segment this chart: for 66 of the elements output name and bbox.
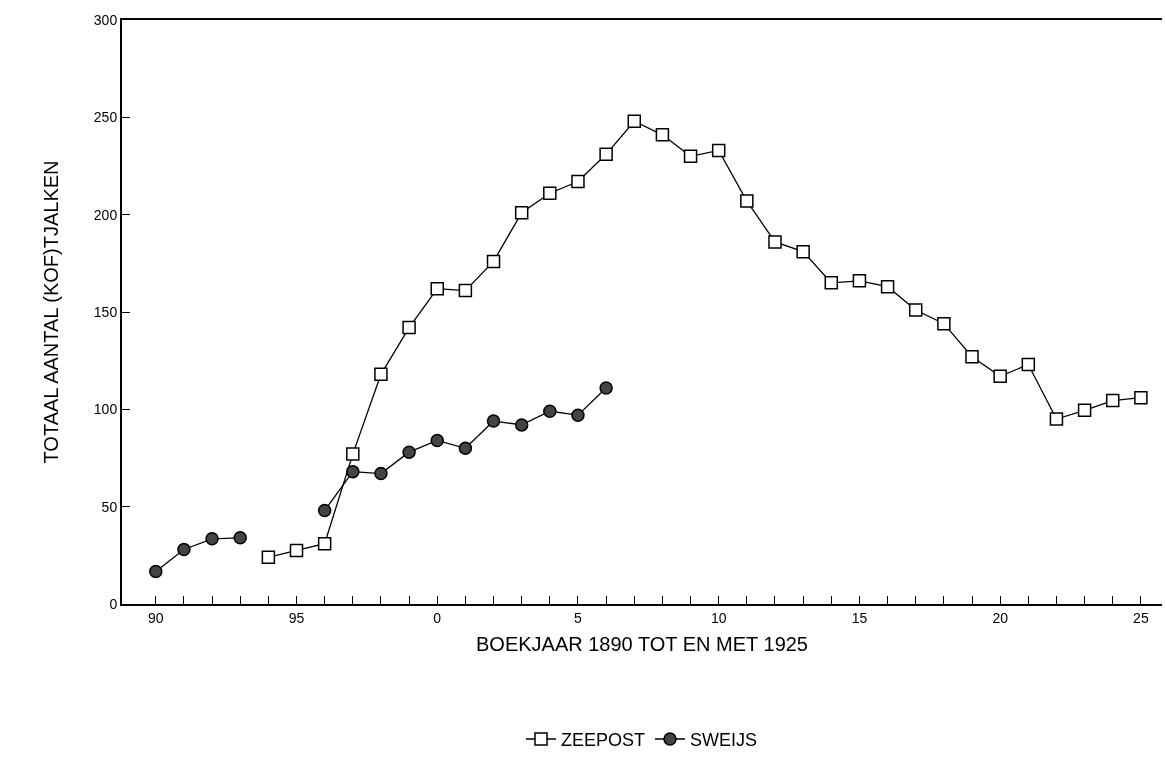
point (655, 128, 670, 142)
y-tick-label: 250 (93, 109, 118, 126)
point (261, 550, 276, 565)
point (1077, 403, 1092, 418)
point (1049, 412, 1064, 426)
point (430, 433, 444, 448)
x-tick-label: 20 (992, 609, 1009, 626)
y-axis-title: TOTAAL AANTAL (KOF)TJALKEN (39, 160, 62, 464)
point (177, 542, 191, 557)
point (289, 543, 304, 558)
point (514, 205, 529, 220)
x-tick-label: 0 (433, 609, 442, 626)
point (740, 194, 754, 208)
point (1105, 393, 1120, 408)
point (233, 531, 247, 545)
point (543, 404, 557, 419)
point (430, 281, 444, 296)
point (880, 279, 895, 294)
point (486, 254, 501, 269)
y-tick-label: 150 (93, 303, 118, 320)
point (543, 186, 557, 200)
x-tick-label: 10 (710, 609, 727, 626)
x-axis-title: BOEKJAAR 1890 TOT EN MET 1925 (475, 632, 809, 655)
point (205, 532, 219, 546)
y-tick-label: 300 (93, 11, 118, 28)
point (1134, 390, 1148, 405)
point (599, 381, 613, 395)
point (458, 283, 473, 298)
point (374, 367, 388, 382)
point (796, 244, 810, 259)
point (683, 149, 698, 164)
x-tick-label: 5 (574, 609, 583, 626)
x-tick-label: 15 (851, 609, 868, 626)
point (627, 114, 642, 128)
point (1021, 357, 1036, 372)
point (852, 274, 867, 288)
y-tick-label: 100 (93, 401, 118, 418)
x-tick-label: 25 (1133, 609, 1149, 626)
point (402, 320, 416, 335)
point (599, 147, 613, 162)
y-tick-label: 50 (101, 498, 118, 515)
point (824, 276, 839, 290)
point (514, 418, 529, 432)
y-tick-label: 0 (109, 595, 118, 612)
point (458, 441, 473, 456)
point (402, 445, 416, 459)
point (571, 408, 585, 422)
point (937, 316, 951, 331)
point (486, 414, 501, 428)
x-tick-label: 95 (288, 609, 305, 626)
point (571, 174, 585, 189)
y-tick-label: 200 (93, 206, 118, 223)
point (768, 235, 782, 249)
x-tick-label: 90 (147, 609, 164, 626)
point (374, 466, 388, 481)
point (711, 143, 726, 158)
point (346, 464, 360, 479)
point (965, 350, 979, 364)
point (149, 564, 163, 579)
point (317, 536, 332, 551)
point (317, 503, 332, 518)
point (346, 447, 360, 461)
legend-label: ZEEPOST (561, 730, 646, 751)
legend-label: SWEIJS (690, 730, 758, 751)
point (908, 303, 923, 317)
point (993, 369, 1007, 383)
